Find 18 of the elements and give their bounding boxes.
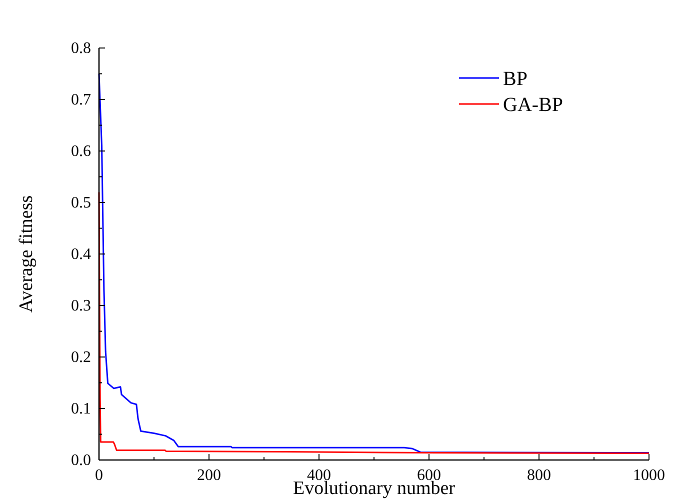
legend-label: GA-BP [503, 94, 564, 116]
x-tick-label: 200 [197, 467, 221, 484]
line-series [98, 73, 650, 454]
y-tick-label: 0.7 [71, 92, 91, 108]
y-tick-label: 0.3 [71, 298, 91, 314]
x-tick-label: 800 [527, 467, 551, 484]
y-tick-label: 0.6 [71, 143, 91, 160]
y-tick-label: 0.1 [71, 400, 91, 418]
y-tick-label: 0.2 [71, 349, 91, 366]
line-series [98, 191, 650, 454]
y-tick-label: 0.5 [71, 194, 91, 212]
x-tick-label: 1000 [633, 467, 665, 484]
x-tick-label: 0 [95, 467, 103, 484]
y-tick-label: 0.8 [71, 40, 91, 57]
text: 0.0 [71, 452, 91, 469]
legend-label: BP [503, 68, 528, 90]
y-tick-label: 0.4 [71, 246, 91, 263]
y-axis-title: Average fitness [16, 195, 37, 313]
